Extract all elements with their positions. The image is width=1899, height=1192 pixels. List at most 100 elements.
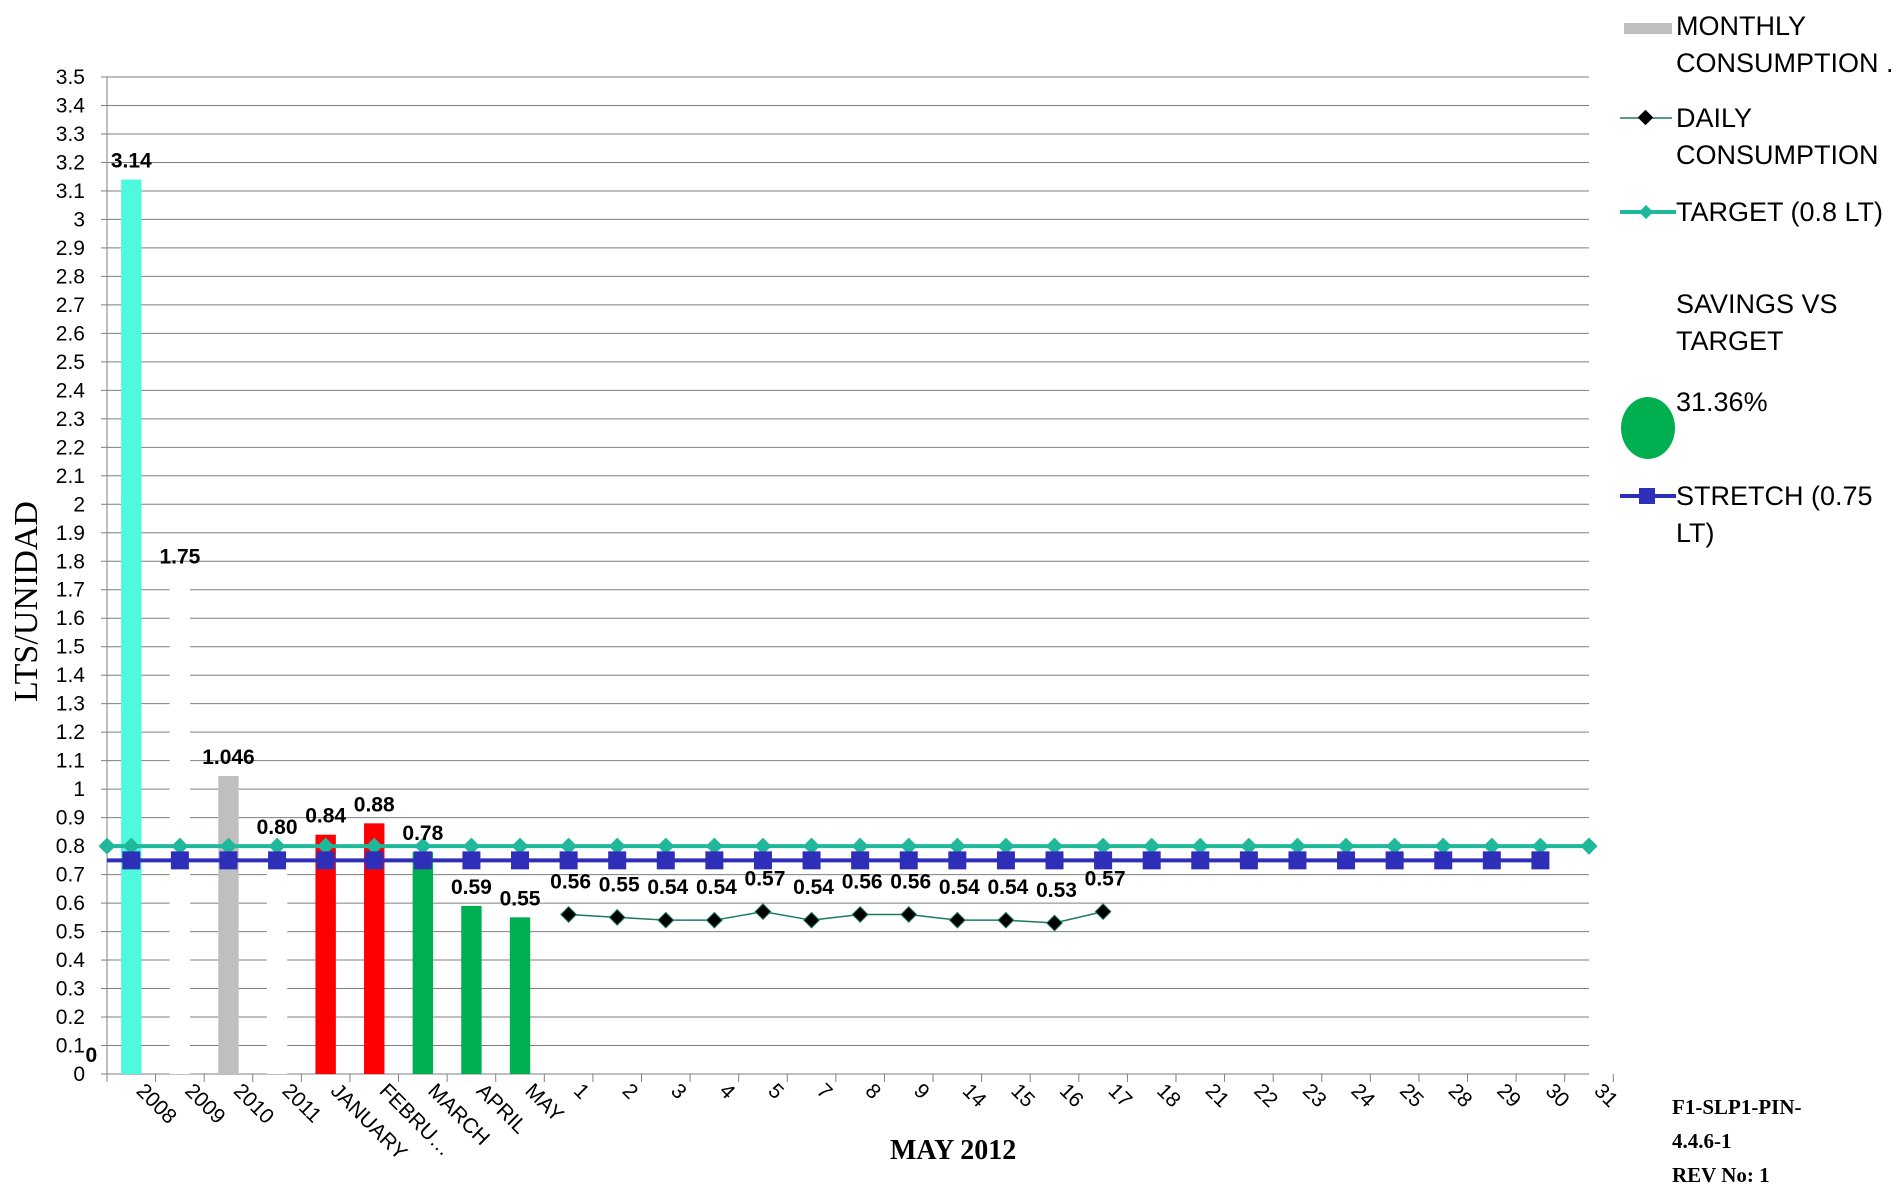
target-marker xyxy=(1240,837,1258,855)
target-marker xyxy=(1143,837,1161,855)
target-marker xyxy=(511,837,529,855)
stretch-marker xyxy=(365,851,384,870)
stretch-marker xyxy=(1434,851,1453,870)
target-marker xyxy=(608,837,626,855)
legend-stretch-swatch xyxy=(1620,488,1676,504)
target-marker xyxy=(754,837,772,855)
daily-value-label: 0.54 xyxy=(647,876,688,899)
stretch-marker xyxy=(851,851,870,870)
x-tick-label: 31 xyxy=(1589,1079,1622,1112)
x-tick-label: 2008 xyxy=(132,1079,181,1128)
bar xyxy=(412,851,434,1074)
target-marker xyxy=(1531,837,1549,855)
y-tick-label: 1.9 xyxy=(56,522,85,545)
daily-marker xyxy=(608,908,626,926)
legend-savings-percent: 31.36% xyxy=(1676,387,1768,417)
legend-savings-value: 31.36% xyxy=(1620,384,1899,464)
stretch-marker xyxy=(608,851,627,870)
x-tick-label: 23 xyxy=(1298,1079,1331,1112)
stretch-marker xyxy=(705,851,724,870)
y-tick-label: 1.8 xyxy=(56,550,85,573)
target-marker xyxy=(171,837,189,855)
monthly-bars xyxy=(121,179,531,1074)
y-axis-label: LTS/UNIDAD xyxy=(8,501,45,702)
x-tick-label: 25 xyxy=(1395,1079,1428,1112)
y-tick-label: 2.1 xyxy=(56,465,85,488)
stretch-marker xyxy=(268,851,287,870)
daily-consumption-line xyxy=(568,910,1104,924)
x-tick-label: 17 xyxy=(1104,1079,1137,1112)
y-tick-label: 2.5 xyxy=(56,351,85,374)
document-code: F1-SLP1-PIN- 4.4.6-1 REV No: 1 xyxy=(1672,1095,1802,1187)
target-marker xyxy=(414,837,432,855)
reference-lines xyxy=(98,837,1598,932)
legend-savings: SAVINGS VS TARGET xyxy=(1620,286,1899,366)
legend-stretch-label: STRETCH (0.75 LT) xyxy=(1676,481,1873,548)
y-tick-label: 1 xyxy=(73,778,85,801)
x-axis-ticks: 2008 2009 2010 2011 JANUARYFEBRU…MARCHAPRILM… xyxy=(132,1079,1622,1164)
y-tick-label: 1.3 xyxy=(56,693,85,716)
stretch-marker xyxy=(1482,851,1501,870)
legend-target: TARGET (0.8 LT) xyxy=(1620,194,1899,274)
y-tick-label: 3.5 xyxy=(56,66,85,89)
y-tick-label: 2.7 xyxy=(56,294,85,317)
bar xyxy=(364,823,385,1074)
target-marker xyxy=(1191,837,1209,855)
y-tick-label: 0.3 xyxy=(56,978,85,1001)
y-tick-label: 0.1 xyxy=(56,1035,85,1058)
legend-daily-swatch xyxy=(1620,109,1672,126)
savings-indicator-icon xyxy=(1621,397,1675,459)
legend-target-swatch xyxy=(1620,204,1676,220)
daily-value-label: 0.55 xyxy=(599,873,640,896)
data-labels: 3.14 1.75 1.046 0.80 0.84 0.88 0.78 0.59 0.55 0 0.… xyxy=(85,150,1125,1067)
legend-monthly-label: MONTHLY CONSUMPTION . xyxy=(1676,11,1894,78)
target-marker xyxy=(1483,837,1501,855)
daily-marker xyxy=(754,903,772,921)
target-marker xyxy=(462,837,480,855)
y-tick-label: 0.8 xyxy=(56,835,85,858)
gridlines xyxy=(101,76,1614,1082)
daily-value-label: 0.54 xyxy=(696,876,737,899)
bar xyxy=(169,575,191,1074)
daily-value-label: 0.56 xyxy=(842,870,883,893)
legend-daily: DAILY CONSUMPTION xyxy=(1620,100,1899,180)
target-marker xyxy=(560,837,578,855)
stretch-marker xyxy=(122,851,141,870)
stretch-marker xyxy=(1337,851,1356,870)
stretch-marker xyxy=(1288,851,1307,870)
target-marker xyxy=(1337,837,1355,855)
daily-marker xyxy=(1094,903,1112,921)
y-axis-ticks: 0 0.1 0.2 0.3 0.4 0.5 0.6 0.7 0.8 0.9 1 1.1 1.2 1.3 1.… xyxy=(56,66,86,1086)
stretch-marker xyxy=(996,851,1015,870)
daily-marker xyxy=(948,911,966,929)
target-marker xyxy=(1386,837,1404,855)
y-tick-label: 1.5 xyxy=(56,636,85,659)
legend-monthly-swatch xyxy=(1624,23,1672,34)
daily-marker xyxy=(560,905,578,923)
x-tick-label: 2010 xyxy=(229,1079,278,1128)
stretch-marker xyxy=(1045,851,1064,870)
daily-value-label: 0.54 xyxy=(793,876,834,899)
y-tick-label: 0.6 xyxy=(56,892,85,915)
stretch-marker xyxy=(1142,851,1161,870)
y-tick-label: 0.5 xyxy=(56,921,85,944)
bar xyxy=(218,776,239,1074)
target-marker xyxy=(851,837,869,855)
bar-value-label: 0.80 xyxy=(257,816,298,839)
y-tick-label: 2 xyxy=(73,493,85,516)
x-tick-label: 16 xyxy=(1055,1079,1088,1112)
daily-marker xyxy=(657,911,675,929)
y-tick-label: 3.4 xyxy=(56,94,86,117)
bar xyxy=(266,846,288,1074)
target-marker xyxy=(219,837,237,855)
bar xyxy=(315,834,336,1074)
stretch-marker xyxy=(899,851,918,870)
stretch-marker xyxy=(219,851,238,870)
daily-value-label: 0.56 xyxy=(550,870,591,893)
target-marker xyxy=(1434,837,1452,855)
stretch-marker xyxy=(316,851,335,870)
daily-marker xyxy=(997,911,1015,929)
y-tick-label: 0 xyxy=(73,1063,85,1086)
bar xyxy=(121,179,142,1074)
daily-marker xyxy=(851,905,869,923)
